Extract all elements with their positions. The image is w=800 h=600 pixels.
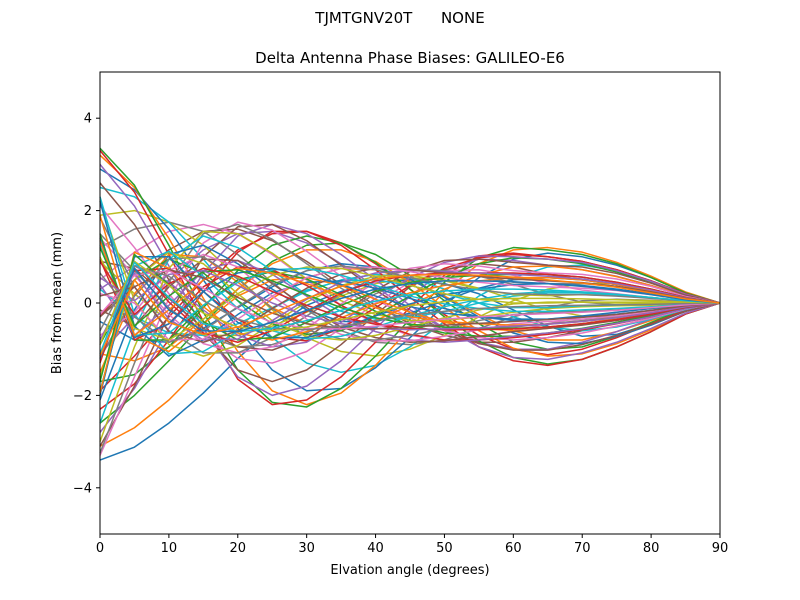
figure-suptitle: TJMTGNV20T NONE	[0, 9, 800, 27]
series-line	[99, 265, 721, 332]
series-line	[99, 244, 721, 337]
series-line	[99, 258, 721, 344]
series-line	[99, 273, 721, 357]
y-tick-label: 2	[84, 204, 92, 219]
series-line	[99, 261, 721, 355]
x-tick-label: 50	[436, 541, 453, 556]
x-tick-label: 80	[643, 541, 660, 556]
series-line	[99, 269, 721, 331]
series-line	[99, 267, 721, 344]
x-axis: 0 10 20 30 40 50 60 70 80 90	[96, 534, 728, 556]
series-line	[99, 268, 721, 330]
suptitle-radome: NONE	[440, 9, 485, 27]
x-axis-label: Elvation angle (degrees)	[330, 563, 489, 578]
y-tick-label: −2	[73, 389, 92, 404]
series-line	[99, 269, 721, 330]
x-tick-label: 90	[712, 541, 729, 556]
series-line	[99, 261, 721, 331]
x-tick-label: 30	[298, 541, 315, 556]
series-line	[99, 267, 721, 359]
series-line	[99, 269, 721, 341]
x-tick-label: 40	[367, 541, 384, 556]
x-tick-label: 70	[574, 541, 591, 556]
series-line	[99, 237, 721, 354]
x-tick-label: 60	[505, 541, 522, 556]
y-axis: −4 −2 0 2 4	[73, 112, 100, 496]
series-line	[99, 250, 721, 391]
series-line	[99, 230, 721, 355]
y-axis-label: Bias from mean (mm)	[50, 232, 65, 374]
series-line	[99, 251, 721, 394]
y-tick-label: −4	[73, 481, 92, 496]
y-tick-label: 0	[84, 297, 92, 312]
y-tick-label: 4	[84, 112, 92, 127]
x-tick-label: 20	[230, 541, 247, 556]
chart-title: Delta Antenna Phase Biases: GALILEO-E6	[255, 49, 565, 67]
series-line	[99, 256, 721, 341]
series-line	[99, 260, 721, 345]
suptitle-station: TJMTGNV20T	[315, 9, 413, 27]
x-tick-label: 10	[161, 541, 178, 556]
series-line	[99, 230, 721, 442]
series-layer	[99, 147, 721, 461]
x-tick-label: 0	[96, 541, 104, 556]
series-line	[99, 253, 721, 342]
